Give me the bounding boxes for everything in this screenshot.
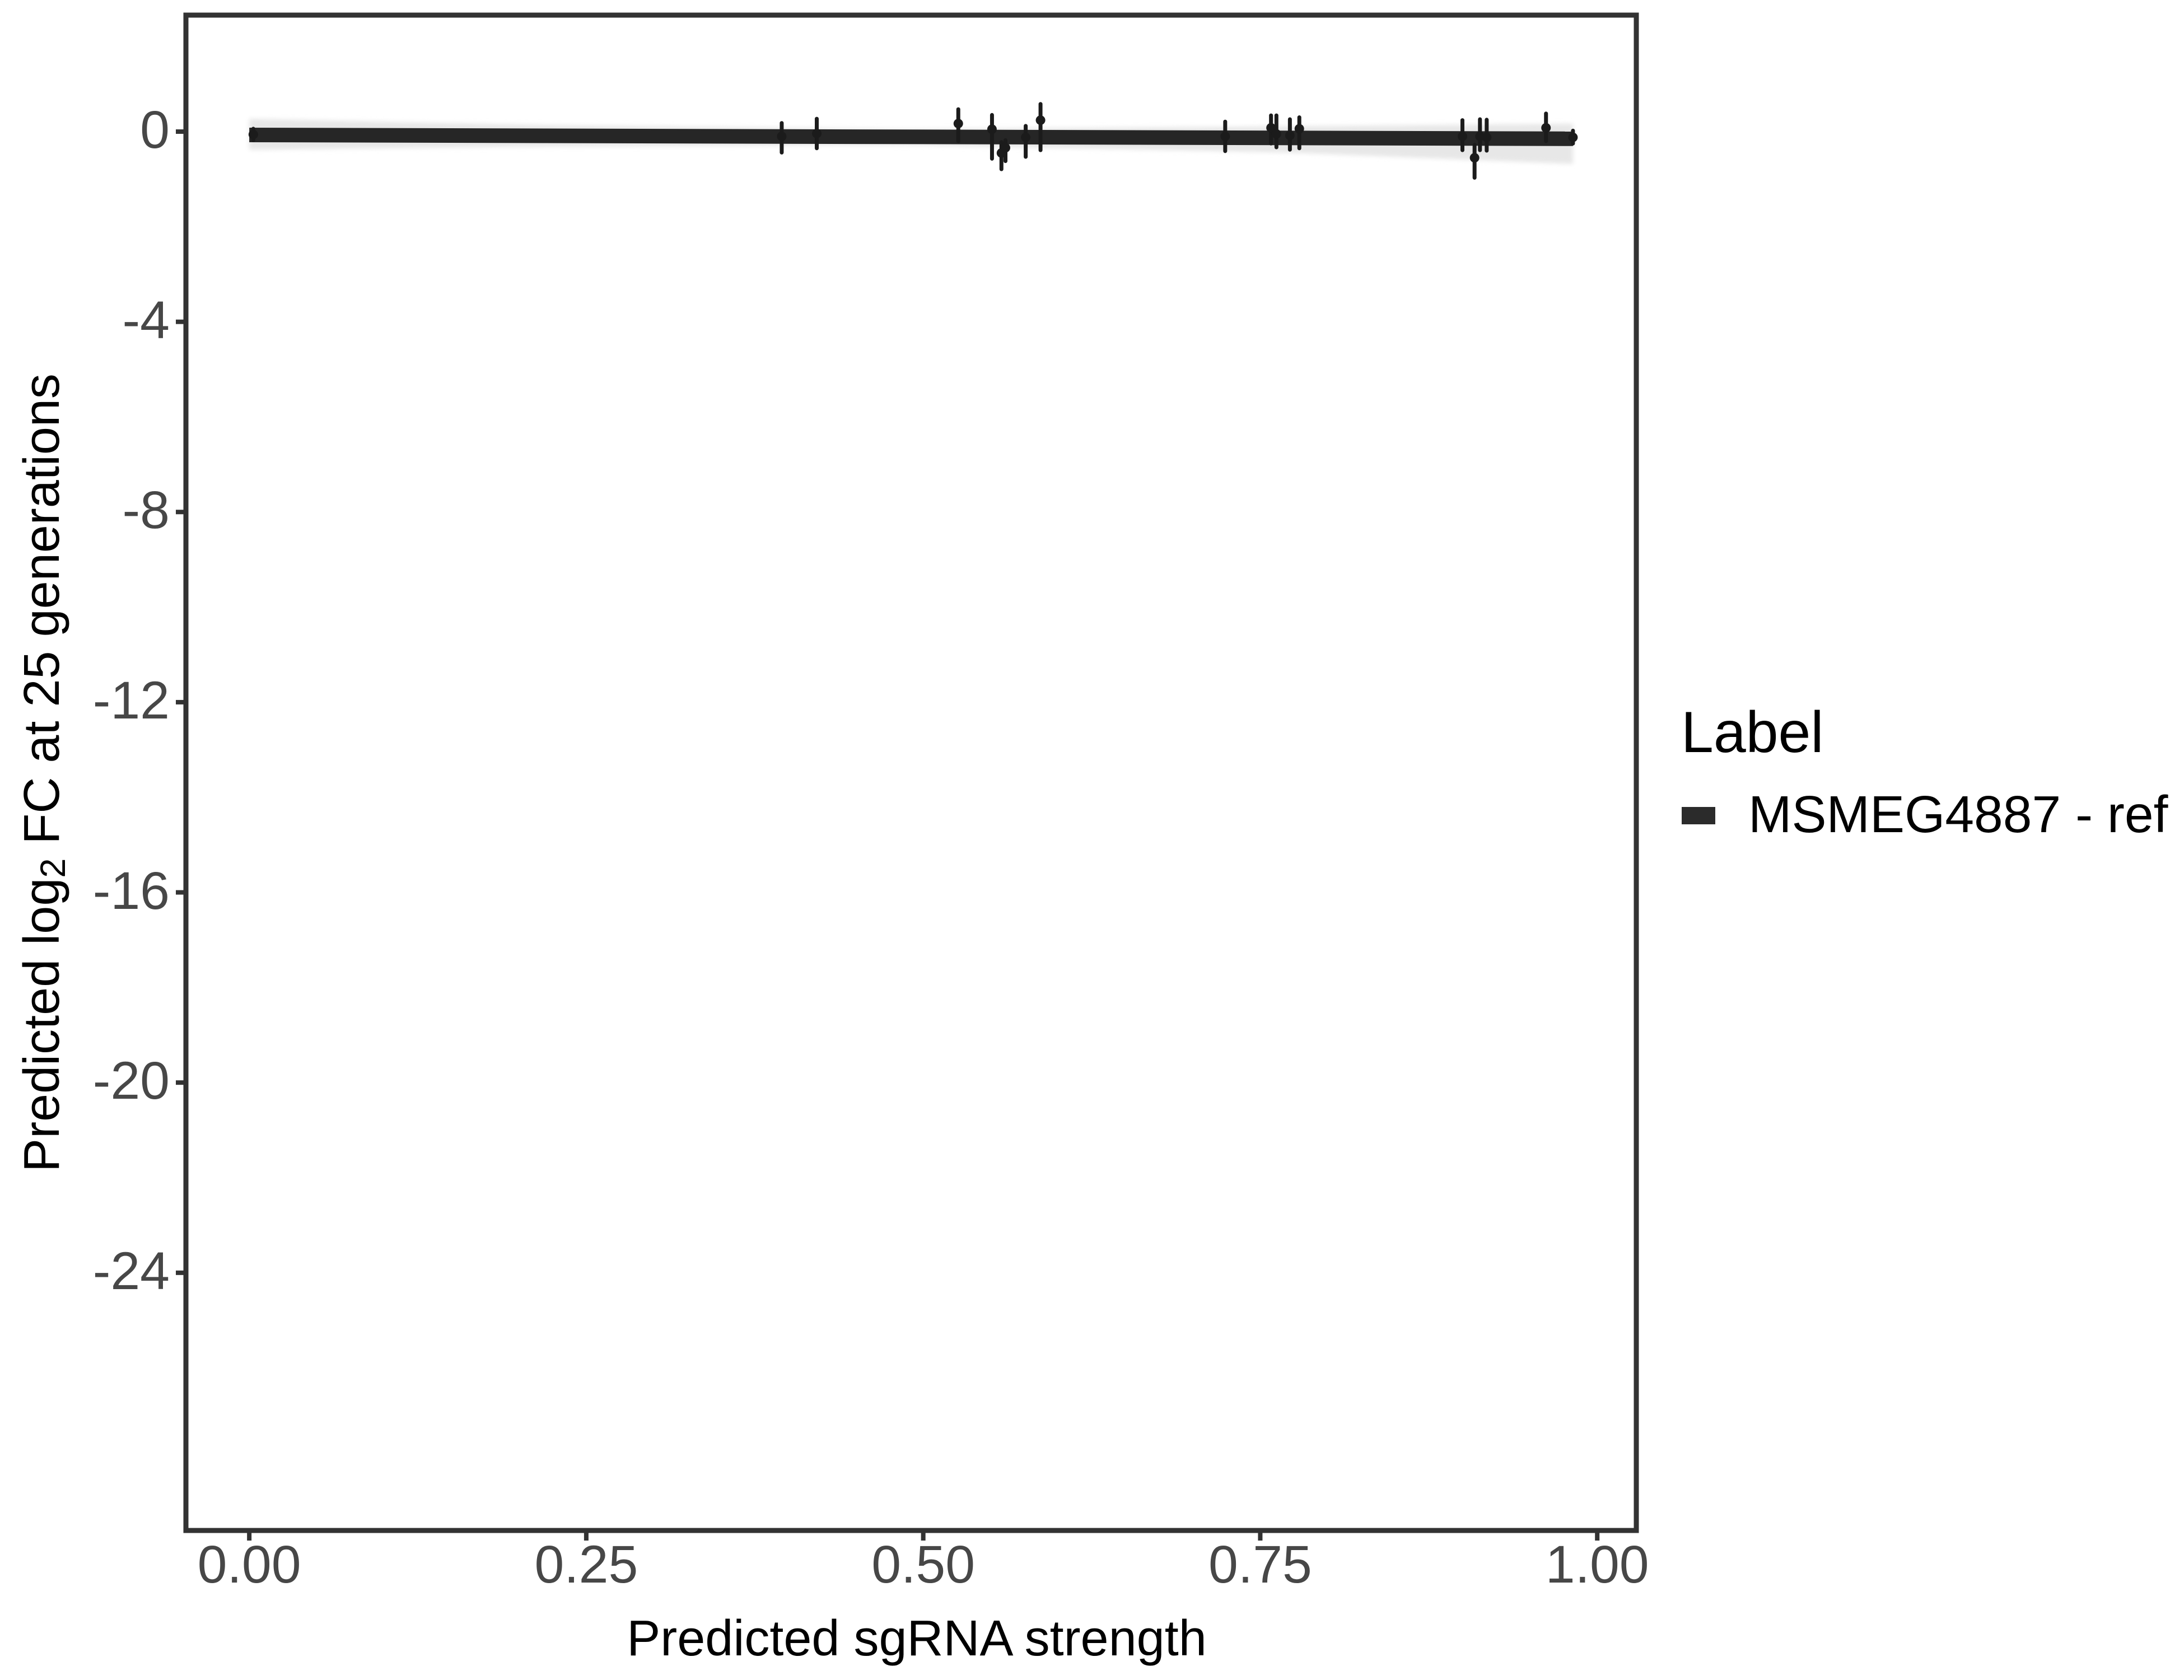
data-point [1021,132,1031,142]
data-point [1482,132,1492,142]
panel-border [183,12,1639,1533]
y-tick-label: -4 [122,290,170,350]
data-point [248,129,258,139]
regression-line [249,127,1573,146]
axis-tick-marks [176,129,1600,1541]
y-axis-title-pre: Predicted log [14,878,70,1172]
x-tick-label: 1.00 [1545,1535,1649,1594]
data-point [777,132,787,142]
data-point [1294,124,1304,134]
regression-line-segment [249,127,1573,146]
data-point [1000,143,1010,153]
data-point [953,119,963,129]
y-tick-label: 0 [140,100,170,160]
legend-entry-label: MSMEG4887 - ref [1748,785,2168,843]
x-axis-title: Predicted sgRNA strength [627,1611,1207,1667]
data-point [1271,129,1281,139]
data-point [1035,115,1046,125]
y-axis-title-subscript: 2 [34,858,73,878]
x-tick-label: 0.50 [871,1535,976,1594]
y-axis-title: Predicted log2 FC at 25 generations [14,353,76,1193]
y-tick-label: -24 [92,1241,170,1301]
y-tick-label: -16 [92,861,170,921]
x-tick-label: 0.00 [197,1535,301,1594]
data-point [987,124,997,134]
panel-border-rect [183,12,1639,1533]
data-point [1469,153,1480,163]
data-point [1266,123,1276,133]
data-point [1285,130,1295,141]
data-point [1220,132,1230,142]
data-point [1457,132,1467,142]
data-point [812,128,822,138]
y-tick-label: -12 [92,670,170,730]
y-tick-label: -20 [92,1051,170,1111]
x-tick-label: 0.75 [1208,1535,1312,1594]
y-tick-label: -8 [122,480,170,540]
data-point [1568,132,1578,142]
x-tick-label: 0.25 [534,1535,638,1594]
data-points [248,115,1578,163]
y-axis-title-post: FC at 25 generations [14,374,70,858]
legend-key-swatch [1682,807,1715,824]
data-point [1541,123,1551,133]
legend-title: Label [1681,700,1824,765]
